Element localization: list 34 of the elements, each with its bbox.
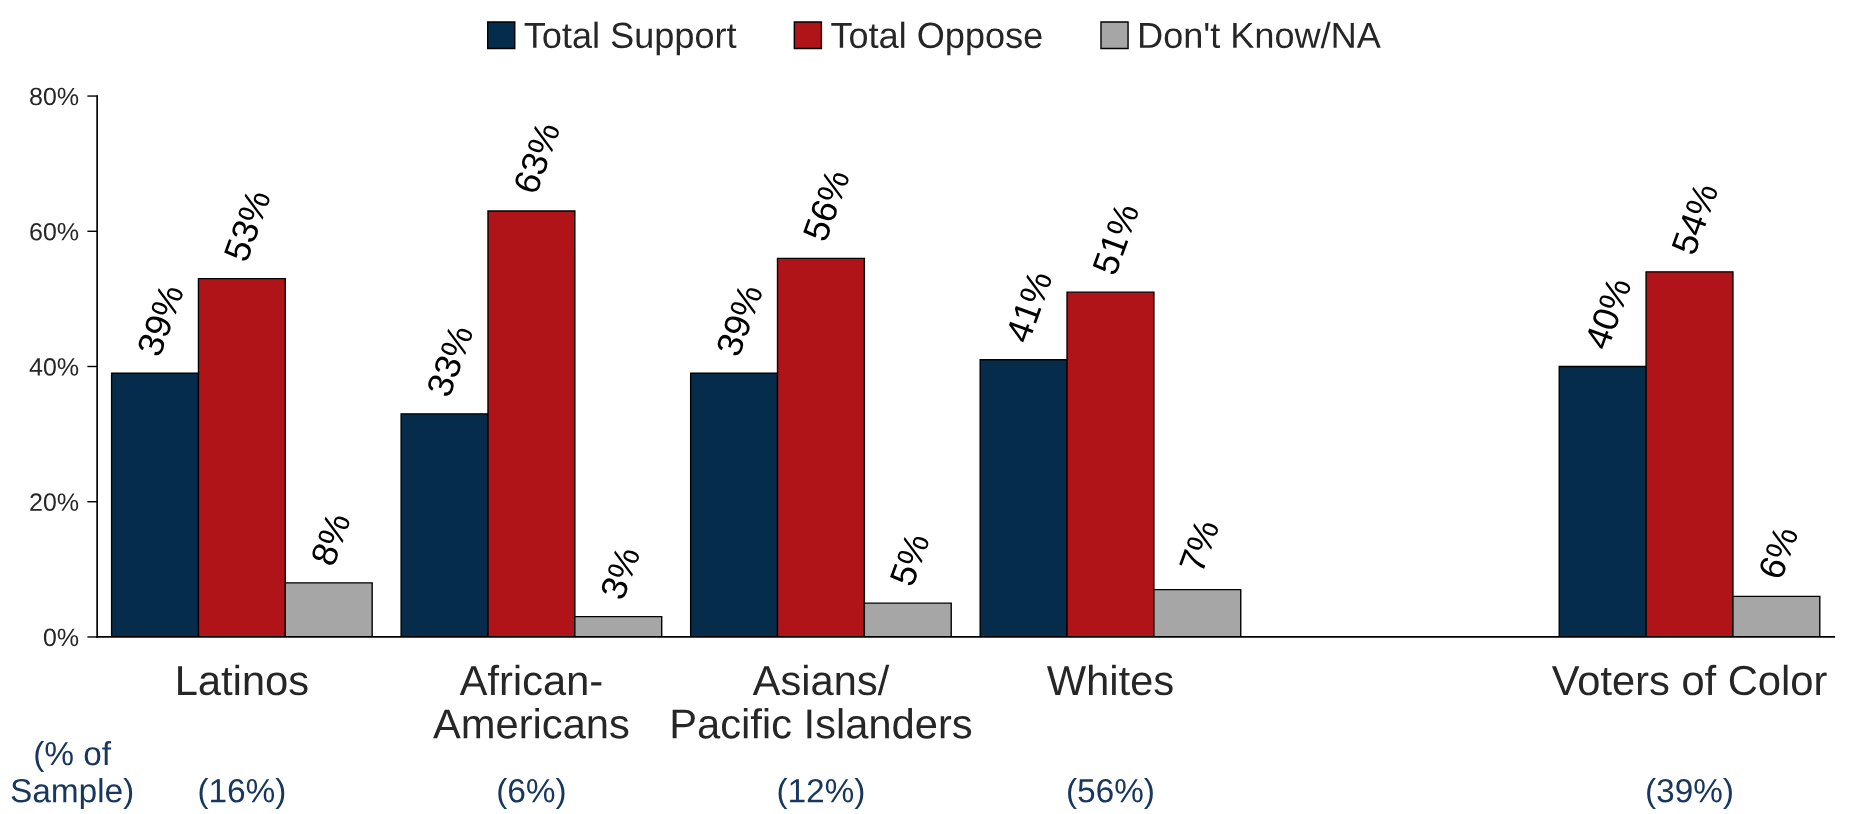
x-tick-label: Voters of Color (1551, 664, 1827, 696)
y-tick-label: 60% (30, 222, 79, 241)
y-tick-label: 80% (30, 87, 79, 106)
data-label: 41% (1004, 269, 1053, 345)
data-label: 3% (599, 545, 641, 601)
legend-label: Total Oppose (831, 21, 1042, 56)
x-tick-label: Whites (1046, 664, 1173, 696)
x-tick-label: African- Americans (433, 664, 629, 739)
text: (6%) (498, 778, 565, 810)
y-tick-label: 40% (29, 358, 79, 376)
x-tick-label: Latinos (178, 664, 308, 696)
data-label: 8% (310, 511, 352, 567)
x-tick-label: Asians/ Pacific Islanders (672, 664, 972, 739)
text: (39%) (1647, 778, 1732, 810)
data-label: 39% (136, 283, 185, 358)
text: (% of Sample) (11, 740, 133, 810)
data-label: 51% (1092, 201, 1140, 277)
legend-label: Total Support (524, 21, 737, 56)
data-label: 39% (715, 283, 764, 358)
data-label: 7% (1179, 518, 1220, 574)
data-label: 5% (889, 531, 931, 588)
data-label: 6% (1757, 525, 1799, 580)
data-label: 56% (802, 168, 851, 243)
data-label: 63% (512, 120, 561, 195)
data-label: 40% (1583, 276, 1632, 351)
data-label: 53% (223, 188, 272, 263)
text: (12%) (778, 778, 864, 810)
legend-label: Don't Know/NA (1140, 21, 1381, 49)
y-tick-label: 0% (43, 628, 79, 647)
data-label: 33% (425, 323, 474, 398)
data-label: 54% (1671, 181, 1719, 256)
text: (56%) (1068, 778, 1153, 810)
y-tick-label: 20% (30, 493, 79, 512)
text: (16%) (199, 778, 285, 810)
